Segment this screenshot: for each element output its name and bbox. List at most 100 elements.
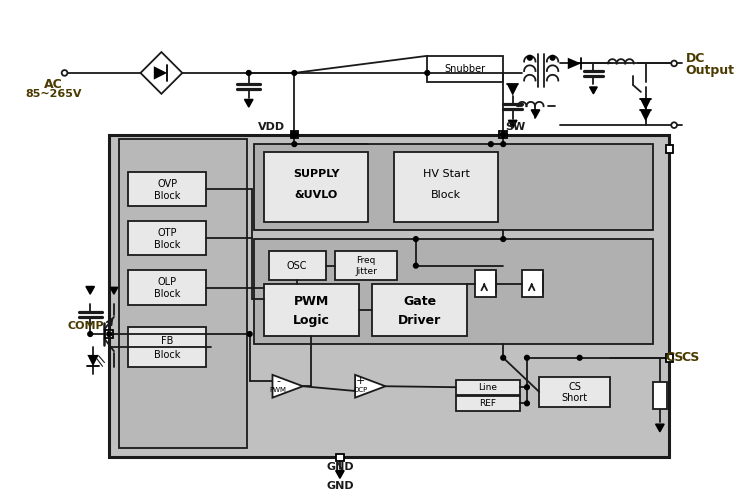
- Circle shape: [107, 332, 112, 336]
- Bar: [105, 330, 113, 338]
- Circle shape: [292, 142, 297, 147]
- Bar: [394, 152, 498, 222]
- Bar: [128, 221, 206, 255]
- Text: SUPPLY: SUPPLY: [293, 169, 340, 179]
- Polygon shape: [245, 99, 253, 107]
- Text: Driver: Driver: [398, 314, 441, 327]
- Polygon shape: [140, 52, 182, 94]
- Text: Jitter: Jitter: [355, 267, 377, 276]
- Circle shape: [525, 385, 529, 390]
- Circle shape: [87, 332, 93, 336]
- Text: Line: Line: [478, 383, 498, 392]
- Polygon shape: [589, 87, 598, 94]
- Polygon shape: [656, 424, 664, 432]
- Circle shape: [501, 132, 506, 137]
- Text: Block: Block: [154, 289, 180, 299]
- Bar: [118, 140, 247, 448]
- Text: Block: Block: [154, 240, 180, 250]
- Circle shape: [525, 355, 529, 360]
- Bar: [254, 239, 653, 344]
- Text: 85~265V: 85~265V: [25, 89, 82, 99]
- Text: PWM: PWM: [270, 387, 287, 393]
- Polygon shape: [531, 110, 539, 117]
- Text: REF: REF: [479, 399, 497, 408]
- Bar: [427, 56, 503, 83]
- Text: Snubber: Snubber: [445, 64, 486, 74]
- Text: Gate: Gate: [403, 295, 436, 308]
- Text: OVP: OVP: [157, 178, 177, 188]
- Polygon shape: [87, 355, 98, 366]
- Circle shape: [577, 355, 582, 360]
- Text: CS: CS: [681, 351, 700, 364]
- Text: Block: Block: [154, 350, 180, 360]
- Bar: [335, 251, 397, 280]
- Circle shape: [501, 132, 506, 138]
- Polygon shape: [336, 471, 344, 478]
- Bar: [522, 271, 543, 297]
- Circle shape: [489, 142, 493, 147]
- Text: PWM: PWM: [294, 295, 329, 308]
- Text: Block: Block: [154, 191, 180, 201]
- Text: COMP: COMP: [67, 322, 104, 332]
- Bar: [269, 251, 326, 280]
- Text: GND: GND: [326, 462, 354, 472]
- Bar: [456, 396, 520, 411]
- Polygon shape: [507, 84, 518, 96]
- Polygon shape: [640, 99, 651, 110]
- Polygon shape: [110, 287, 118, 294]
- Text: CS: CS: [665, 351, 684, 364]
- Text: SW: SW: [505, 122, 526, 132]
- Circle shape: [501, 355, 506, 360]
- Circle shape: [528, 55, 532, 60]
- Circle shape: [551, 55, 555, 60]
- Text: HV Start: HV Start: [423, 169, 470, 179]
- Circle shape: [62, 70, 68, 76]
- Text: CS: CS: [568, 383, 581, 393]
- Text: Short: Short: [562, 393, 588, 403]
- Circle shape: [292, 71, 297, 75]
- Bar: [499, 131, 507, 139]
- Polygon shape: [355, 375, 385, 398]
- Text: Logic: Logic: [293, 314, 330, 327]
- Circle shape: [671, 60, 677, 67]
- Text: Freq: Freq: [356, 257, 376, 265]
- Text: Block: Block: [431, 191, 462, 200]
- Polygon shape: [273, 375, 303, 398]
- Text: OLP: OLP: [157, 277, 176, 287]
- Bar: [290, 131, 298, 139]
- Polygon shape: [509, 120, 517, 128]
- Circle shape: [414, 263, 418, 268]
- Circle shape: [246, 71, 251, 75]
- Circle shape: [248, 332, 252, 336]
- Circle shape: [414, 237, 418, 241]
- Polygon shape: [86, 286, 95, 294]
- Polygon shape: [567, 58, 581, 69]
- Text: OTP: OTP: [157, 228, 177, 238]
- Text: OCP: OCP: [354, 387, 368, 393]
- Bar: [653, 383, 667, 409]
- Circle shape: [501, 237, 506, 241]
- Bar: [666, 145, 673, 153]
- Bar: [128, 172, 206, 206]
- Circle shape: [671, 122, 677, 128]
- Text: &UVLO: &UVLO: [295, 191, 338, 200]
- Circle shape: [292, 132, 297, 137]
- Bar: [372, 284, 467, 336]
- Text: AC: AC: [44, 78, 62, 91]
- Circle shape: [425, 71, 430, 75]
- Bar: [128, 271, 206, 304]
- Polygon shape: [640, 110, 651, 121]
- Bar: [456, 380, 520, 395]
- Text: VDD: VDD: [258, 122, 285, 132]
- Circle shape: [525, 401, 529, 406]
- Bar: [336, 454, 344, 461]
- Bar: [254, 144, 653, 230]
- Text: Output: Output: [686, 64, 734, 77]
- Bar: [539, 377, 611, 407]
- Circle shape: [501, 142, 506, 147]
- Text: DC: DC: [686, 52, 705, 65]
- Text: GND: GND: [326, 481, 354, 491]
- Bar: [264, 284, 359, 336]
- Bar: [128, 328, 206, 367]
- Bar: [666, 354, 673, 361]
